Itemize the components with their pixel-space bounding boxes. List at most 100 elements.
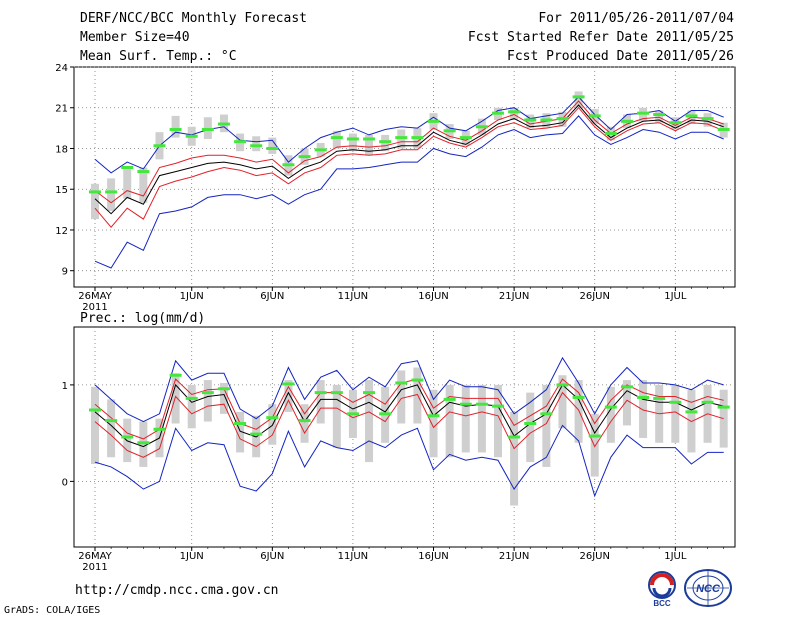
x-tick-label: 26JUN: [579, 291, 609, 302]
observed-mark: [363, 137, 376, 141]
observed-mark: [637, 395, 650, 399]
spread-box: [284, 380, 293, 412]
y-tick-label: 9: [62, 267, 68, 278]
fcst-started-date: Fcst Started Refer Date 2011/05/25: [467, 30, 734, 45]
spread-box: [365, 134, 374, 156]
observed-mark: [137, 441, 150, 445]
spread-box: [639, 380, 648, 438]
spread-box: [622, 380, 631, 426]
x-tick-label: 1JUN: [180, 551, 204, 562]
observed-mark: [572, 395, 585, 399]
observed-mark: [556, 383, 569, 387]
observed-mark: [717, 405, 730, 409]
spread-box: [574, 380, 583, 443]
observed-mark: [282, 163, 295, 167]
source-url[interactable]: http://cmdp.ncc.cma.gov.cn: [75, 583, 279, 598]
spread-box: [107, 178, 116, 211]
observed-mark: [685, 114, 698, 118]
observed-mark: [282, 382, 295, 386]
observed-mark: [524, 421, 537, 425]
series-line-lower-red: [94, 106, 724, 228]
spread-box: [365, 380, 374, 463]
spread-box: [300, 404, 309, 443]
series-line-upper-red: [94, 378, 724, 440]
observed-mark: [443, 129, 456, 133]
y-tick-label: 0: [62, 477, 68, 488]
fcst-produced-date: Fcst Produced Date 2011/05/26: [507, 49, 734, 64]
year-label: 2011: [82, 302, 107, 313]
observed-mark: [330, 136, 343, 140]
observed-mark: [137, 170, 150, 174]
series-line-upper-red: [94, 100, 724, 204]
spread-box: [655, 110, 664, 123]
observed-mark: [475, 402, 488, 406]
observed-mark: [604, 405, 617, 409]
observed-mark: [298, 155, 311, 159]
variable-label-prec: Prec.: log(mm/d): [80, 311, 206, 326]
observed-mark: [346, 137, 359, 141]
observed-mark: [588, 434, 601, 438]
observed-mark: [685, 410, 698, 414]
observed-mark: [379, 140, 392, 144]
spread-box: [445, 384, 454, 458]
grads-credit: GrADS: COLA/IGES: [4, 605, 101, 616]
observed-mark: [185, 396, 198, 400]
observed-mark: [89, 190, 101, 194]
plot-frame: [73, 326, 736, 548]
spread-box: [574, 91, 583, 108]
plot-frame: [73, 66, 736, 288]
spread-box: [510, 107, 519, 120]
spread-box: [477, 384, 486, 453]
x-tick-label: 21JUN: [499, 551, 529, 562]
observed-mark: [524, 118, 537, 122]
observed-mark: [492, 111, 504, 115]
spread-box: [268, 137, 277, 154]
series-line-min: [94, 115, 724, 269]
observed-mark: [363, 391, 376, 395]
observed-mark: [411, 136, 424, 140]
x-tick-label: 16JUN: [418, 551, 448, 562]
observed-mark: [89, 408, 101, 412]
year-label: 2011: [82, 562, 107, 573]
spread-box: [348, 133, 357, 152]
series-line-lower-red: [94, 391, 724, 458]
spread-box: [461, 384, 470, 453]
variable-label-temp: Mean Surf. Temp.: °C: [80, 49, 237, 64]
observed-mark: [234, 140, 247, 144]
spread-box: [123, 166, 132, 199]
observed-mark: [153, 427, 166, 431]
observed-mark: [169, 127, 182, 131]
spread-box: [252, 136, 261, 152]
observed-mark: [701, 117, 714, 121]
observed-mark: [540, 412, 553, 416]
x-tick-label: 26MAY: [78, 551, 112, 562]
spread-box: [91, 386, 99, 465]
observed-mark: [234, 421, 247, 425]
observed-mark: [669, 400, 682, 404]
observed-mark: [653, 396, 666, 400]
observed-mark: [427, 414, 440, 418]
spread-box: [203, 380, 212, 422]
spread-box: [316, 380, 325, 424]
spread-box: [542, 384, 551, 467]
y-tick-label: 24: [55, 63, 68, 74]
spread-box: [171, 115, 180, 138]
observed-mark: [475, 125, 488, 129]
x-tick-label: 26JUN: [579, 551, 609, 562]
observed-mark: [443, 397, 456, 401]
spread-box: [590, 413, 599, 477]
observed-mark: [508, 435, 521, 439]
series-line-max: [94, 96, 724, 174]
x-tick-label: 1JUL: [664, 551, 687, 562]
observed-mark: [459, 402, 472, 406]
spread-box: [397, 370, 406, 424]
observed-mark: [346, 412, 359, 416]
observed-mark: [508, 110, 521, 114]
observed-mark: [572, 95, 585, 99]
observed-mark: [604, 132, 617, 136]
ncc-logo: NCC: [683, 568, 733, 608]
x-tick-label: 16JUN: [418, 291, 448, 302]
spread-box: [187, 384, 196, 429]
observed-mark: [620, 119, 633, 123]
